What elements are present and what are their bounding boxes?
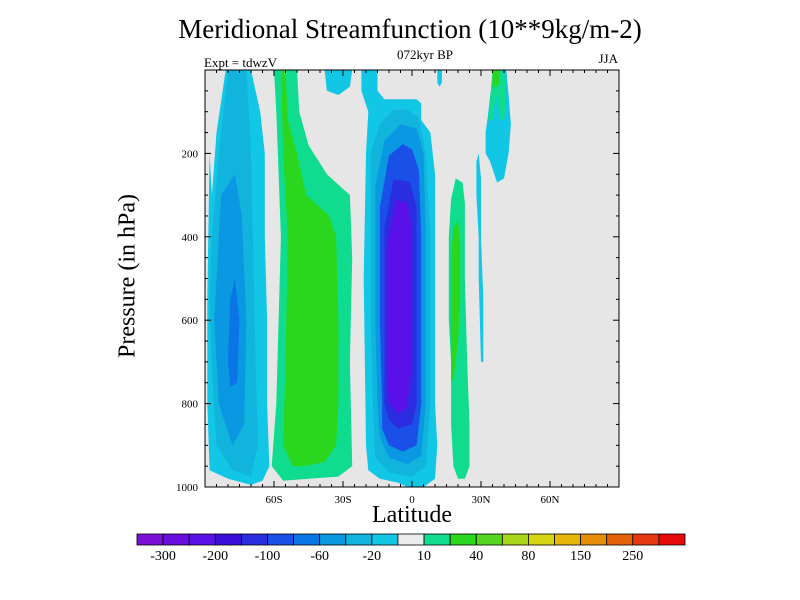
colorbar-label: 40 (469, 549, 483, 564)
colorbar-swatch (632, 533, 660, 546)
nh-ferrel-cell-region (451, 220, 461, 383)
x-tick-label: 30N (472, 494, 491, 506)
nh-cell-2-region (476, 153, 484, 362)
nh-cell-3-region (492, 70, 500, 87)
x-tick-label: 60S (265, 494, 282, 506)
colorbar-swatch (501, 533, 529, 546)
sh-polar-cell-region (228, 278, 240, 387)
x-tick-label: 60N (541, 494, 560, 506)
y-tick-label: 600 (182, 315, 199, 327)
x-tick-label: 30S (334, 494, 351, 506)
hadley-cell-region (386, 200, 412, 414)
colorbar-swatch (162, 533, 190, 546)
colorbar-swatch (267, 533, 294, 546)
colorbar-swatch (345, 533, 373, 546)
y-tick-label: 200 (182, 148, 199, 160)
colorbar-label: 10 (417, 549, 431, 564)
colorbar-swatch (423, 533, 451, 546)
colorbar-swatch (371, 533, 399, 546)
high-lat-cell-2-region (437, 70, 442, 87)
colorbar-label: -200 (202, 549, 228, 564)
colorbar-swatch (528, 533, 555, 546)
colorbar-swatch (606, 533, 634, 546)
colorbar-swatch (658, 533, 686, 546)
colorbar-label: -20 (363, 549, 382, 564)
y-tick-label: 400 (182, 232, 199, 244)
x-axis-label: Latitude (372, 502, 452, 528)
high-lat-cell-1-region (324, 70, 353, 95)
colorbar-swatch (240, 533, 268, 546)
colorbar-swatch (319, 533, 347, 546)
colorbar-swatch (214, 533, 242, 546)
colorbar-swatch (293, 533, 321, 546)
colorbar-label: -100 (255, 549, 281, 564)
sh-ferrel-cell-region (280, 70, 339, 467)
experiment-label: Expt = tdwzV (204, 55, 278, 70)
colorbar-swatch (397, 533, 425, 546)
y-tick-label: 800 (182, 399, 199, 411)
colorbar-swatch (188, 533, 216, 546)
colorbar-label: -60 (310, 549, 329, 564)
colorbar-swatch (475, 533, 503, 546)
colorbar-label: -300 (150, 549, 176, 564)
season-label: JJA (598, 51, 618, 66)
colorbar-label: 80 (521, 549, 535, 564)
colorbar-swatch (554, 533, 582, 546)
colorbar-label: 150 (570, 549, 591, 564)
chart-title: Meridional Streamfunction (10**9kg/m-2) (178, 14, 642, 44)
chart-subtitle: 072kyr BP (397, 47, 453, 62)
colorbar-swatch (449, 533, 477, 546)
colorbar-swatch (580, 533, 608, 546)
x-tick-label: 0 (409, 494, 415, 506)
colorbar-label: 250 (622, 549, 643, 564)
colorbar-swatch (136, 533, 164, 546)
y-tick-label: 1000 (176, 482, 199, 494)
